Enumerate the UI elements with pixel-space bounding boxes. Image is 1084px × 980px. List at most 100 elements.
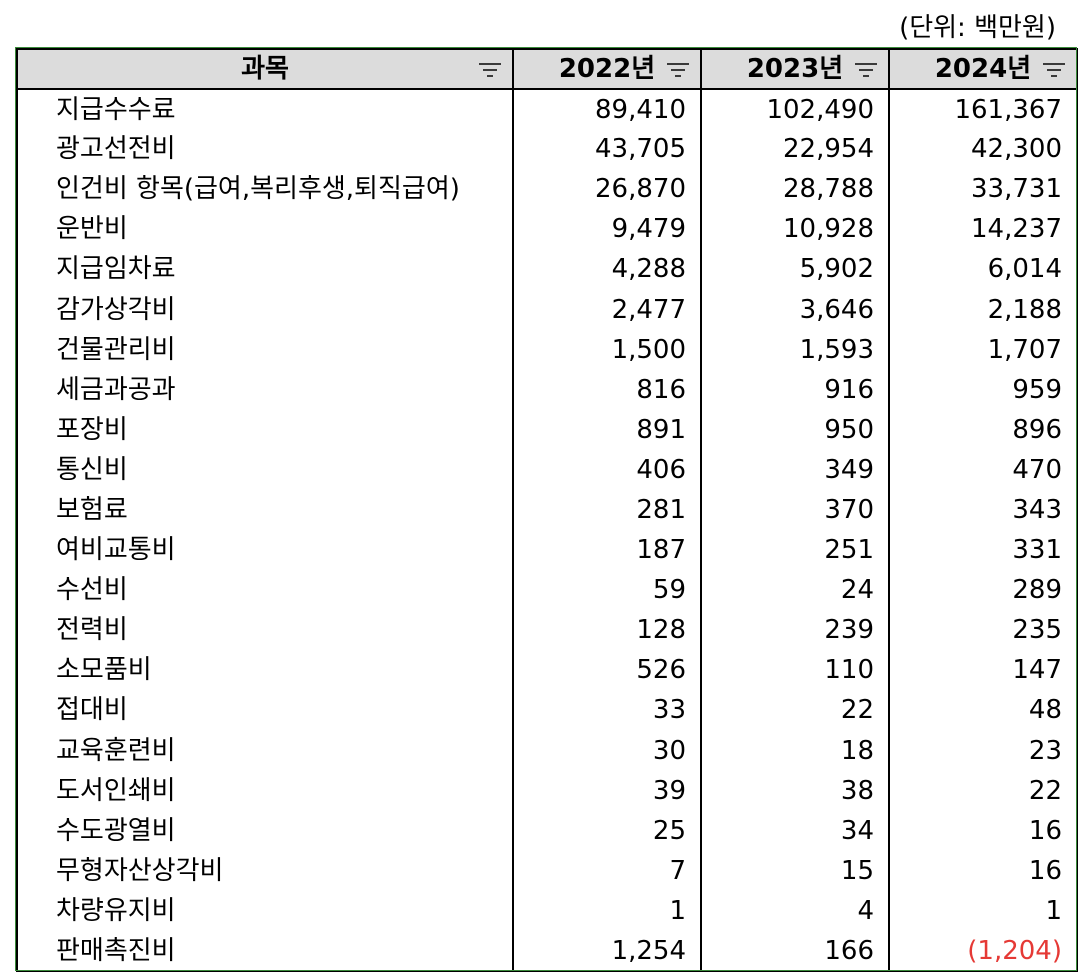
table-body: 지급수수료 89,410 102,490 161,367 광고선전비 43,705 22,…	[16, 89, 1078, 973]
value-2024-cell: 42,300	[888, 129, 1078, 170]
value-2024-cell: 33,731	[888, 169, 1078, 210]
item-cell: 건물관리비	[16, 329, 514, 370]
table-row: 도서인쇄비 39 38 22	[16, 770, 1078, 811]
item-cell: 수도광열비	[16, 810, 514, 851]
value-2022-cell: 26,870	[512, 169, 702, 210]
table-row: 판매촉진비 1,254 166 (1,204)	[16, 930, 1078, 973]
value-2024-cell: 235	[888, 610, 1078, 651]
column-header-label: 2023년	[746, 54, 844, 84]
value-2023-cell: 15	[700, 850, 890, 891]
item-cell: 교육훈련비	[16, 730, 514, 771]
item-cell: 통신비	[16, 449, 514, 490]
value-2023-cell: 239	[700, 610, 890, 651]
value-2022-cell: 281	[512, 489, 702, 531]
table-row: 세금과공과 816 916 959	[16, 369, 1078, 410]
value-2023-cell: 102,490	[700, 89, 890, 130]
column-header-2023[interactable]: 2023년	[700, 48, 890, 90]
expense-table: 과목 2022년 2023년 2024년 지급수수료 89,410 102,490 1…	[16, 48, 1078, 973]
table-row: 전력비 128 239 235	[16, 610, 1078, 651]
value-2022-cell: 187	[512, 530, 702, 571]
value-2022-cell: 406	[512, 449, 702, 490]
value-2022-cell: 4,288	[512, 249, 702, 290]
table-row: 무형자산상각비 7 15 16	[16, 850, 1078, 891]
value-2022-cell: 128	[512, 610, 702, 651]
table-row: 인건비 항목(급여,복리후생,퇴직급여) 26,870 28,788 33,731	[16, 169, 1078, 210]
value-2024-cell: 2,188	[888, 289, 1078, 330]
column-header-2022[interactable]: 2022년	[512, 48, 702, 90]
value-2023-cell: 22	[700, 690, 890, 731]
table-row: 교육훈련비 30 18 23	[16, 730, 1078, 771]
table-row: 지급수수료 89,410 102,490 161,367	[16, 89, 1078, 130]
value-2023-cell: 18	[700, 730, 890, 771]
item-cell: 접대비	[16, 690, 514, 731]
column-header-label: 2022년	[558, 54, 656, 84]
value-2023-cell: 38	[700, 770, 890, 811]
value-2022-cell: 1,500	[512, 329, 702, 370]
value-2023-cell: 950	[700, 409, 890, 450]
value-2023-cell: 28,788	[700, 169, 890, 210]
item-cell: 광고선전비	[16, 129, 514, 170]
column-header-label: 2024년	[934, 54, 1032, 84]
table-row: 건물관리비 1,500 1,593 1,707	[16, 329, 1078, 370]
item-cell: 차량유지비	[16, 890, 514, 931]
value-2024-cell: 1	[888, 890, 1078, 931]
value-2024-cell: 16	[888, 850, 1078, 891]
column-header-2024[interactable]: 2024년	[888, 48, 1078, 90]
item-cell: 세금과공과	[16, 369, 514, 410]
value-2022-cell: 43,705	[512, 129, 702, 170]
value-2023-cell: 24	[700, 570, 890, 611]
value-2024-cell: 23	[888, 730, 1078, 771]
item-cell: 감가상각비	[16, 289, 514, 330]
filter-icon[interactable]	[1042, 63, 1066, 81]
item-cell: 수선비	[16, 570, 514, 611]
item-cell: 운반비	[16, 209, 514, 250]
value-2023-cell: 349	[700, 449, 890, 490]
value-2022-cell: 2,477	[512, 289, 702, 330]
value-2023-cell: 34	[700, 810, 890, 851]
value-2023-cell: 3,646	[700, 289, 890, 330]
unit-note: (단위: 백만원)	[899, 13, 1056, 43]
value-2022-cell: 9,479	[512, 209, 702, 250]
value-2024-cell: 959	[888, 369, 1078, 410]
value-2024-cell: 16	[888, 810, 1078, 851]
value-2024-cell: 48	[888, 690, 1078, 731]
filter-icon[interactable]	[478, 63, 502, 81]
value-2023-cell: 166	[700, 930, 890, 973]
value-2024-cell: 343	[888, 489, 1078, 531]
value-2022-cell: 1	[512, 890, 702, 931]
item-cell: 판매촉진비	[16, 930, 514, 973]
table-row: 접대비 33 22 48	[16, 690, 1078, 731]
table-row: 차량유지비 1 4 1	[16, 890, 1078, 931]
value-2024-cell: 331	[888, 530, 1078, 571]
value-2022-cell: 25	[512, 810, 702, 851]
table-row: 감가상각비 2,477 3,646 2,188	[16, 289, 1078, 330]
value-2022-cell: 526	[512, 650, 702, 691]
table-row: 지급임차료 4,288 5,902 6,014	[16, 249, 1078, 290]
value-2022-cell: 59	[512, 570, 702, 611]
item-cell: 지급임차료	[16, 249, 514, 290]
filter-icon[interactable]	[666, 63, 690, 81]
item-cell: 보험료	[16, 489, 514, 531]
table-row: 보험료 281 370 343	[16, 489, 1078, 531]
table-row: 수선비 59 24 289	[16, 570, 1078, 611]
item-cell: 도서인쇄비	[16, 770, 514, 811]
item-cell: 지급수수료	[16, 89, 514, 130]
value-2022-cell: 30	[512, 730, 702, 771]
item-cell: 소모품비	[16, 650, 514, 691]
column-header-label: 과목	[241, 54, 289, 84]
value-2022-cell: 1,254	[512, 930, 702, 973]
value-2023-cell: 110	[700, 650, 890, 691]
value-2024-cell: 161,367	[888, 89, 1078, 130]
filter-icon[interactable]	[854, 63, 878, 81]
column-header-item[interactable]: 과목	[16, 48, 514, 90]
value-2024-cell: 896	[888, 409, 1078, 450]
value-2024-cell: 1,707	[888, 329, 1078, 370]
value-2023-cell: 370	[700, 489, 890, 531]
value-2024-cell-negative: (1,204)	[888, 930, 1078, 973]
value-2023-cell: 1,593	[700, 329, 890, 370]
table-row: 통신비 406 349 470	[16, 449, 1078, 490]
value-2022-cell: 891	[512, 409, 702, 450]
value-2023-cell: 4	[700, 890, 890, 931]
value-2023-cell: 251	[700, 530, 890, 571]
value-2023-cell: 916	[700, 369, 890, 410]
